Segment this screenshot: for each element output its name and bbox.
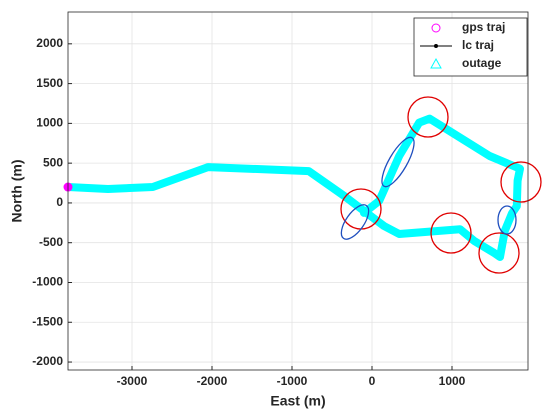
annotations: [340, 96, 542, 274]
legend-label: gps traj: [462, 20, 505, 34]
legend-label: outage: [462, 56, 502, 70]
blue-ellipse: [381, 136, 415, 188]
blue-ellipse: [340, 204, 370, 240]
legend-marker: [434, 44, 438, 48]
y-axis-label: North (m): [9, 160, 25, 223]
legend-box: [413, 17, 528, 77]
legend-marker: [431, 23, 441, 33]
trajectory-line: [64, 114, 524, 261]
y-tick-label: -500: [39, 235, 63, 249]
grid: [68, 12, 528, 370]
legend-label: lc traj: [462, 38, 494, 52]
y-tick-label: 1000: [36, 116, 63, 130]
y-tick-label: -1500: [32, 314, 63, 328]
x-tick-label: 1000: [439, 374, 466, 388]
red-circle: [500, 161, 542, 203]
axes-box: [67, 11, 529, 371]
y-tick-label: -2000: [32, 354, 63, 368]
legend: gps traj lc traj outage: [413, 17, 528, 77]
y-tick-label: 1500: [36, 76, 63, 90]
legend-marker: [430, 57, 442, 69]
x-tick-label: -3000: [117, 374, 148, 388]
x-tick-label: -1000: [277, 374, 308, 388]
red-circle: [478, 232, 520, 274]
y-tick-label: 2000: [36, 36, 63, 50]
red-circle: [430, 212, 472, 254]
y-tick-label: -1000: [32, 275, 63, 289]
y-tick-label: 500: [43, 155, 63, 169]
red-circle: [407, 96, 449, 138]
blue-ellipse: [497, 205, 517, 235]
y-tick-label: 0: [56, 195, 63, 209]
x-axis-label: East (m): [270, 393, 325, 409]
x-tick-label: 0: [369, 374, 376, 388]
x-tick-label: -2000: [197, 374, 228, 388]
